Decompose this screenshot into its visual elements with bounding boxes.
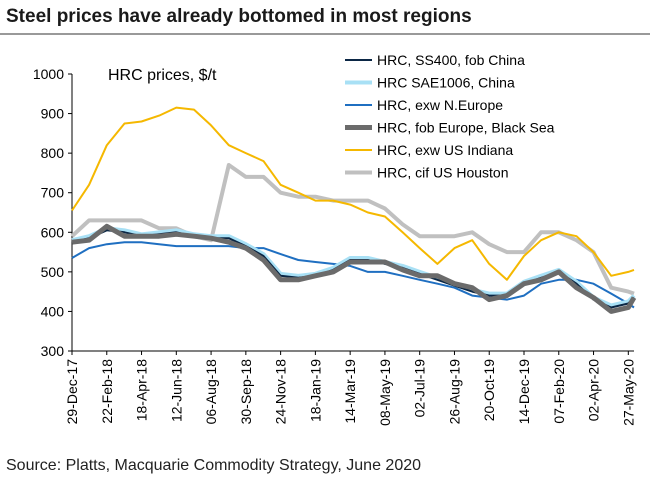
x-tick-label: 20-Oct-19 [481,359,497,421]
y-tick-label: 900 [41,106,65,122]
y-tick-label: 600 [41,224,65,240]
series-line [71,241,635,309]
x-tick-label: 26-Aug-19 [446,359,462,425]
x-tick-label: 22-Feb-18 [99,359,115,424]
source-note: Source: Platts, Macquarie Commodity Stra… [6,457,421,474]
y-tick-label: 300 [41,343,65,359]
legend-label: HRC, fob Europe, Black Sea [377,120,555,136]
y-tick-label: 800 [41,145,65,161]
x-tick-label: 27-May-20 [620,359,636,426]
x-tick-label: 07-Feb-20 [551,359,567,424]
series-line [70,163,635,296]
legend-label: HRC SAE1006, China [377,75,515,91]
series-line [71,229,635,309]
chart-title: Steel prices have already bottomed in mo… [6,6,472,27]
series-line [71,223,637,314]
y-tick-label: 400 [41,303,65,319]
x-tick-label: 06-Aug-18 [203,359,219,425]
x-tick-label: 02-Apr-20 [586,359,602,421]
x-tick-label: 18-Apr-18 [134,359,150,421]
annotation: HRC prices, $/t [108,67,217,84]
series-line [71,106,635,281]
series-line [71,226,636,308]
x-tick-label: 14-Mar-19 [342,359,358,424]
legend-label: HRC, cif US Houston [377,165,508,181]
legend-label: HRC, exw US Indiana [377,142,513,158]
x-tick-label: 12-Jun-18 [168,359,184,422]
x-tick-label: 24-Nov-18 [273,359,289,425]
y-tick-label: 500 [41,264,65,280]
legend-label: HRC, exw N.Europe [377,97,503,113]
x-tick-label: 18-Jan-19 [307,359,323,422]
y-tick-label: 1000 [33,66,64,82]
legend-label: HRC, SS400, fob China [377,52,525,68]
x-tick-label: 02-Jul-19 [412,359,428,418]
x-tick-label: 14-Dec-19 [516,359,532,425]
y-tick-label: 700 [41,185,65,201]
x-tick-label: 30-Sep-18 [238,359,254,425]
x-tick-label: 08-May-19 [377,359,393,426]
x-tick-label: 29-Dec-17 [64,359,80,425]
